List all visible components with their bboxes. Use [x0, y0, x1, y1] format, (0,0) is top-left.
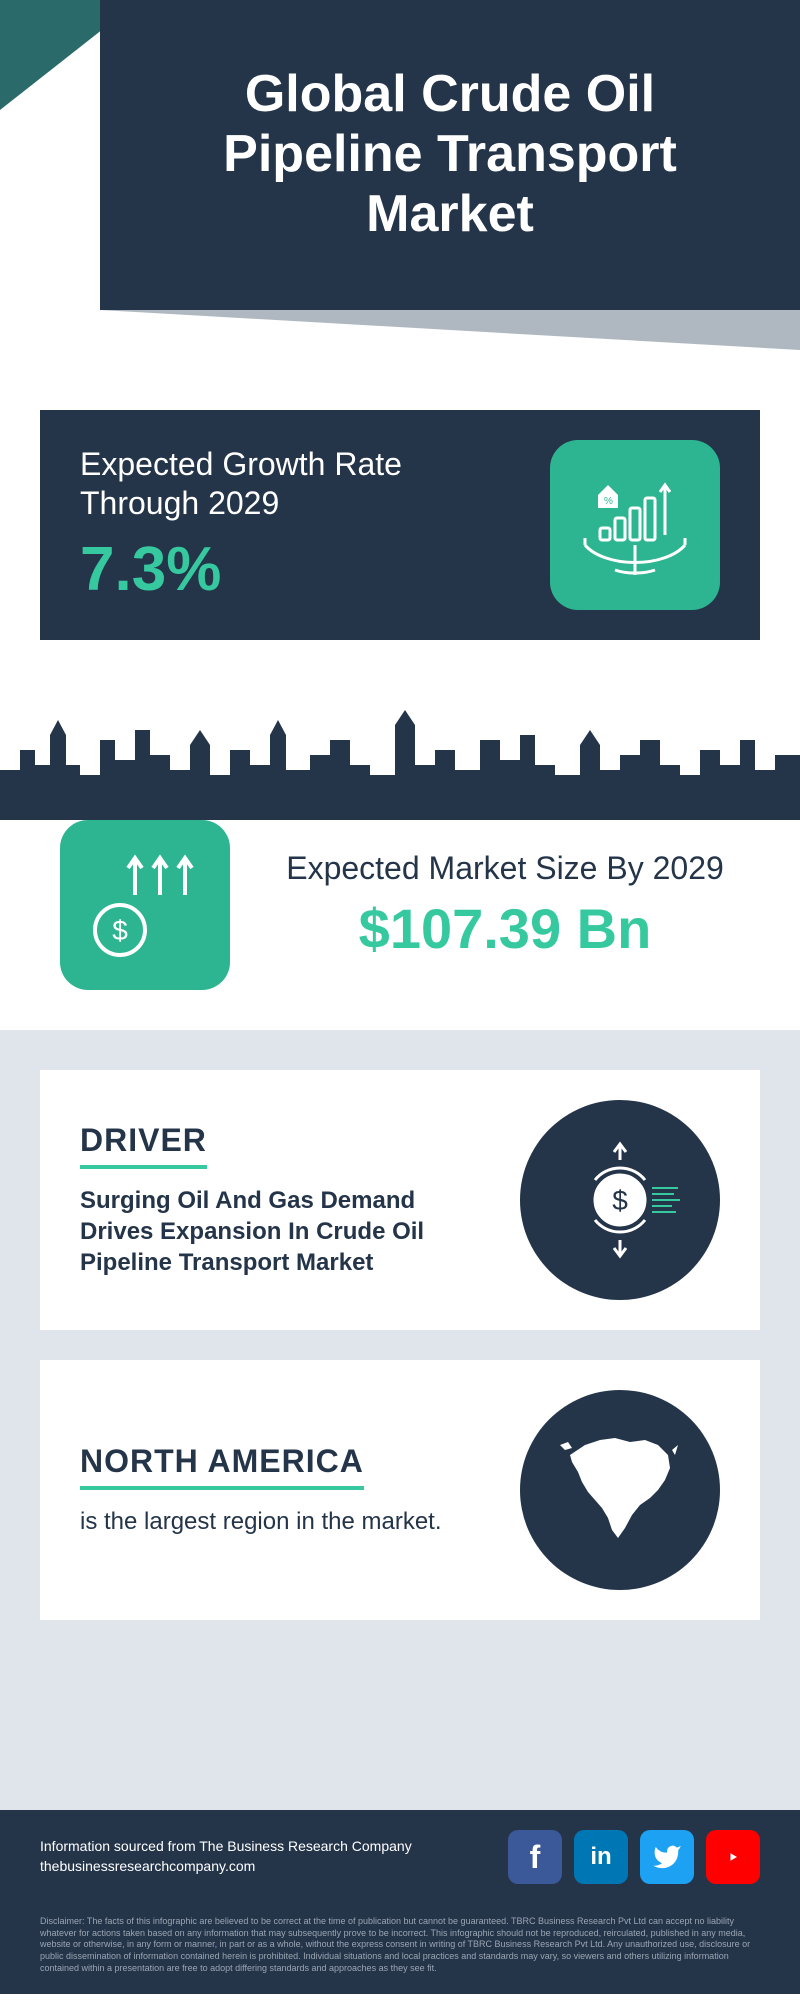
svg-text:%: % — [604, 496, 613, 507]
region-text: NORTH AMERICA is the largest region in t… — [80, 1443, 490, 1537]
dollar-arrows-up-icon: $ — [60, 820, 230, 990]
header-triangle-bottom — [100, 310, 800, 350]
growth-block: Expected Growth Rate Through 2029 7.3% % — [40, 410, 760, 640]
infographic: Global Crude Oil Pipeline Transport Mark… — [0, 0, 800, 1994]
facebook-icon[interactable]: f — [508, 1830, 562, 1884]
svg-text:$: $ — [112, 915, 128, 946]
disclaimer: Disclaimer: The facts of this infographi… — [0, 1904, 800, 1994]
driver-heading: DRIVER — [80, 1122, 207, 1169]
skyline-decoration — [0, 680, 800, 820]
driver-card: DRIVER Surging Oil And Gas Demand Drives… — [40, 1070, 760, 1330]
growth-value: 7.3% — [80, 534, 510, 605]
market-size-text: Expected Market Size By 2029 $107.39 Bn — [270, 849, 740, 960]
region-heading: NORTH AMERICA — [80, 1443, 364, 1490]
header-box: Global Crude Oil Pipeline Transport Mark… — [100, 0, 800, 310]
page-title: Global Crude Oil Pipeline Transport Mark… — [160, 65, 740, 244]
linkedin-icon[interactable]: in — [574, 1830, 628, 1884]
footer: Information sourced from The Business Re… — [0, 1810, 800, 1904]
market-size-label: Expected Market Size By 2029 — [270, 849, 740, 887]
cards-section: DRIVER Surging Oil And Gas Demand Drives… — [0, 1030, 800, 1810]
dollar-cycle-icon: $ — [520, 1100, 720, 1300]
growth-label: Expected Growth Rate Through 2029 — [80, 445, 510, 522]
footer-text: Information sourced from The Business Re… — [40, 1837, 496, 1876]
youtube-icon[interactable] — [706, 1830, 760, 1884]
driver-text: DRIVER Surging Oil And Gas Demand Drives… — [80, 1122, 490, 1279]
growth-chart-globe-icon: % — [550, 440, 720, 610]
north-america-map-icon — [520, 1390, 720, 1590]
market-size-value: $107.39 Bn — [270, 896, 740, 961]
region-body: is the largest region in the market. — [80, 1506, 490, 1537]
footer-line1: Information sourced from The Business Re… — [40, 1837, 496, 1857]
footer-line2: thebusinessresearchcompany.com — [40, 1857, 496, 1877]
cards-spacer — [40, 1650, 760, 1770]
header: Global Crude Oil Pipeline Transport Mark… — [0, 0, 800, 340]
twitter-icon[interactable] — [640, 1830, 694, 1884]
driver-body: Surging Oil And Gas Demand Drives Expans… — [80, 1185, 490, 1279]
region-card: NORTH AMERICA is the largest region in t… — [40, 1360, 760, 1620]
growth-text: Expected Growth Rate Through 2029 7.3% — [80, 445, 510, 605]
svg-text:$: $ — [612, 1185, 628, 1216]
market-size-block: $ Expected Market Size By 2029 $107.39 B… — [0, 820, 800, 1030]
